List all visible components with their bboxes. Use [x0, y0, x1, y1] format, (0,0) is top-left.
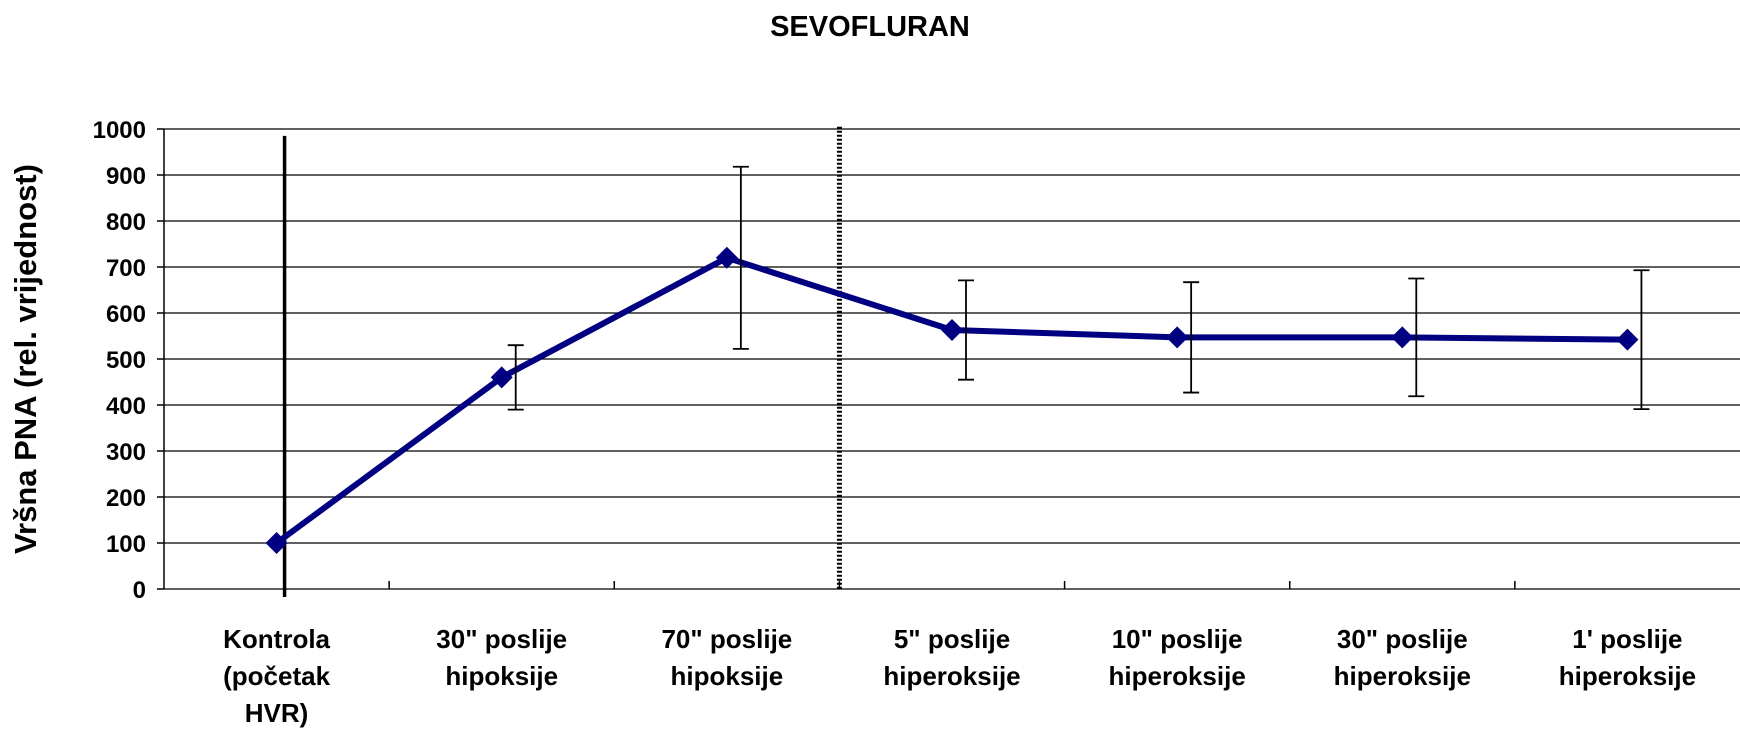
- error-bar: [507, 344, 524, 411]
- y-axis-label: Vršna PNA (rel. vrijednost): [8, 164, 43, 554]
- y-tick-label: 800: [106, 209, 146, 236]
- marker: [715, 246, 738, 269]
- series-line: [274, 254, 1628, 546]
- error-bar: [1633, 269, 1650, 411]
- x-tick-label: 30" poslije hipoksije: [436, 624, 567, 691]
- y-tick-label: 900: [106, 163, 146, 190]
- error-bar: [732, 165, 749, 350]
- y-tick-label: 100: [106, 531, 146, 558]
- marker: [490, 366, 513, 389]
- marker: [1616, 328, 1639, 351]
- marker: [265, 532, 288, 554]
- y-tick-label: 1000: [93, 117, 146, 144]
- error-bar: [1183, 281, 1200, 394]
- y-tick-label: 0: [133, 577, 146, 604]
- marker: [1391, 326, 1414, 349]
- x-tick-label: Kontrola (početak HVR): [223, 624, 330, 728]
- y-tick-label: 600: [106, 301, 146, 328]
- x-tick-label: 10" poslije hiperoksije: [1109, 624, 1246, 691]
- error-bar: [958, 279, 974, 381]
- y-tick-label: 200: [106, 485, 146, 512]
- y-tick-label: 500: [106, 347, 146, 374]
- error-bar: [1408, 277, 1425, 398]
- marker: [941, 319, 963, 342]
- x-tick-label: 1' poslije hiperoksije: [1559, 624, 1696, 691]
- y-tick-label: 400: [106, 393, 146, 420]
- x-tick-label: 5" poslije hiperoksije: [883, 624, 1020, 691]
- y-tick-label: 700: [106, 255, 146, 282]
- chart-title: SEVOFLURAN: [770, 11, 970, 43]
- marker: [1166, 326, 1189, 349]
- x-tick-label: 70" poslije hipoksije: [661, 624, 792, 691]
- x-tick-label: 30" poslije hiperoksije: [1334, 624, 1471, 691]
- y-tick-label: 300: [106, 439, 146, 466]
